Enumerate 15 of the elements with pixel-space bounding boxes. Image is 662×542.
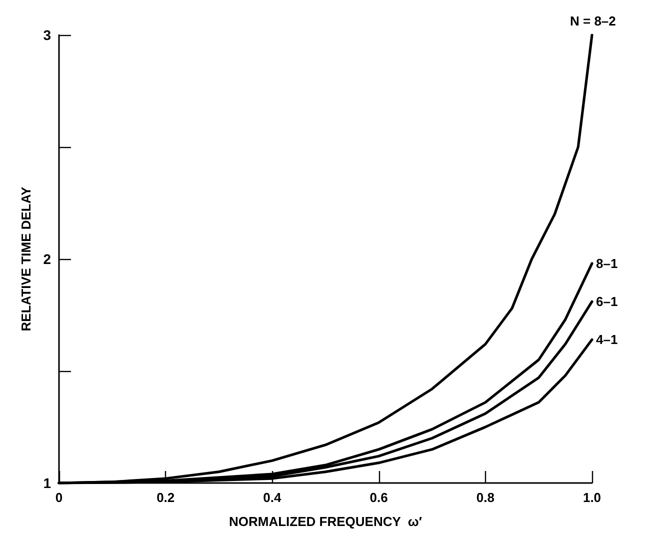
y-tick-label: 2 (43, 251, 52, 267)
x-tick-label: 0.8 (476, 490, 494, 505)
x-tick-label: 0.6 (370, 490, 388, 505)
y-tick-label: 3 (43, 27, 52, 43)
x-tick-label: 1.0 (582, 490, 602, 505)
y-tick-label: 1 (43, 475, 52, 491)
series-label: N = 8–2 (570, 14, 616, 28)
series-label: 8–1 (596, 256, 618, 271)
x-tick-label: 0 (55, 490, 63, 505)
x-tick-label: 0.2 (156, 490, 175, 505)
x-tick-label: 0.4 (263, 490, 282, 505)
x-axis-title: NORMALIZED FREQUENCY ω′ (229, 514, 422, 529)
series-label: 6–1 (596, 294, 618, 310)
y-axis-title: RELATIVE TIME DELAY (18, 186, 34, 332)
series-label: 4–1 (596, 332, 618, 348)
